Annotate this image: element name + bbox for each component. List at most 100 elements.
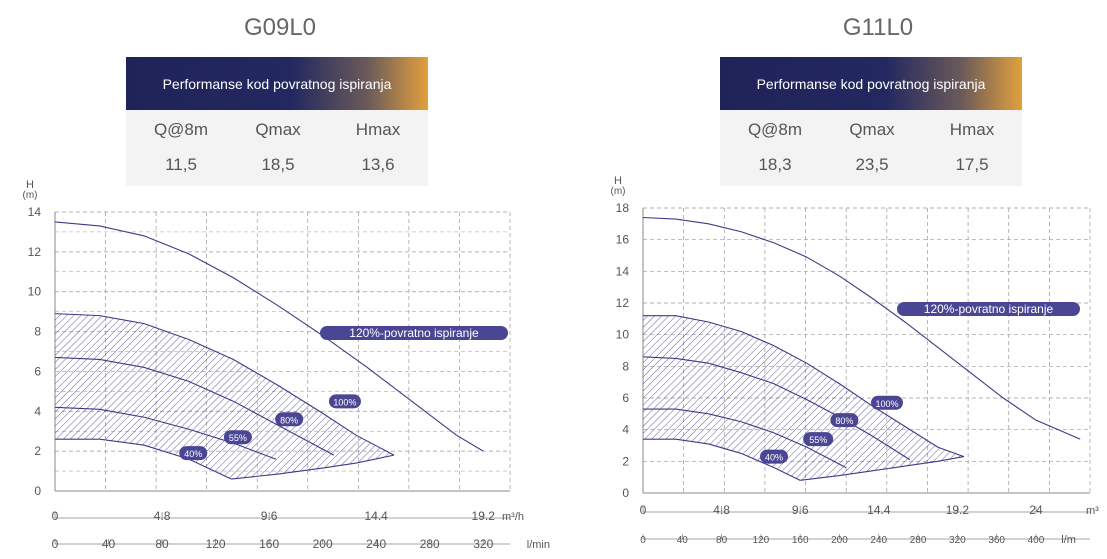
operating-area xyxy=(55,313,395,480)
m3h-tick-label: 14.4 xyxy=(867,503,891,517)
m3h-unit: m³ xyxy=(1086,505,1099,517)
y-tick-label: 2 xyxy=(34,444,41,458)
series-label-100-text: 100% xyxy=(333,397,356,407)
pump-curve-chart: 0 2 4 6 8 10 12 14 H(m) 0 4.8 9.6 14.4 19.2 m³/h 0 40 80 1… xyxy=(23,179,550,551)
series-label-80-bg xyxy=(275,412,304,427)
lmin-tick-label: 320 xyxy=(473,537,493,551)
y-tick-label: 10 xyxy=(28,285,42,299)
y-tick-label: 16 xyxy=(616,233,630,247)
series-label-80-bg xyxy=(830,413,859,428)
series-line-55- xyxy=(54,406,277,460)
lmin-unit: l/m xyxy=(1061,534,1076,546)
value-q8m: 18,3 xyxy=(758,155,792,174)
performance-table: Q@8m Qmax Hmax 11,5 18,5 13,6 xyxy=(126,110,428,186)
y-tick-label: 4 xyxy=(34,404,41,418)
series-label-80: 80% xyxy=(830,413,859,428)
series-label-120-bg xyxy=(320,326,508,340)
lmin-tick-label: 0 xyxy=(52,537,59,551)
series-label-40-text: 40% xyxy=(184,449,202,459)
m3h-tick-label: 19.2 xyxy=(472,509,496,523)
series-label-55: 55% xyxy=(223,430,252,445)
y-tick-label: 12 xyxy=(616,296,630,310)
lmin-tick-label: 280 xyxy=(420,537,440,551)
m3h-tick-label: 14.4 xyxy=(364,509,388,523)
label-hmax: Hmax xyxy=(355,120,401,139)
series-line-120-povratno-ispiranje xyxy=(642,216,1081,440)
series-label-40: 40% xyxy=(759,449,788,464)
y-tick-label: 6 xyxy=(34,364,41,378)
value-qmax: 23,5 xyxy=(855,155,889,174)
series-label-100-bg xyxy=(870,395,903,410)
series-label-100: 100% xyxy=(328,394,361,409)
series-label-80: 80% xyxy=(275,412,304,427)
series-label-120-text: 120%-povratno ispiranje xyxy=(349,326,479,340)
value-q8m: 11,5 xyxy=(165,155,197,174)
y-tick-label: 14 xyxy=(616,264,630,278)
lmin-tick-label: 400 xyxy=(1028,535,1045,546)
series-line-100- xyxy=(54,313,395,456)
panel-g11l0: G11L0 Performanse kod povratnog ispiranj… xyxy=(560,0,1107,559)
series-label-100: 100% xyxy=(870,395,903,410)
m3h-tick-label: 4.8 xyxy=(154,509,171,523)
lmin-unit: l/min xyxy=(527,539,550,551)
m3h-tick-label: 9.6 xyxy=(792,503,809,517)
series-line-min xyxy=(800,456,965,481)
lmin-tick-label: 40 xyxy=(677,535,689,546)
series-line-80- xyxy=(54,356,335,456)
m3h-tick-label: 0 xyxy=(52,509,59,523)
lmin-tick-label: 200 xyxy=(313,537,333,551)
series-line-40- xyxy=(643,438,801,481)
series-line-120-povratno-ispiranje xyxy=(54,221,484,452)
lmin-tick-label: 320 xyxy=(949,535,966,546)
y-axis-label: H xyxy=(26,179,34,191)
y-tick-label: 0 xyxy=(622,486,629,500)
lmin-tick-label: 240 xyxy=(870,535,887,546)
y-tick-label: 8 xyxy=(622,359,629,373)
lmin-tick-label: 120 xyxy=(753,535,770,546)
series-label-100-text: 100% xyxy=(875,399,898,409)
series-line-min xyxy=(231,454,395,480)
model-title: G09L0 xyxy=(243,14,317,41)
series-line-80- xyxy=(642,356,911,461)
series-label-120-text: 120%-povratno ispiranje xyxy=(924,302,1054,316)
series-label-120: 120%-povratno ispiranje xyxy=(897,302,1080,316)
series-label-120-bg xyxy=(897,302,1080,316)
lmin-tick-label: 160 xyxy=(259,537,279,551)
value-hmax: 17,5 xyxy=(955,155,989,174)
series-label-55-bg xyxy=(803,432,834,447)
series-label-100-bg xyxy=(328,394,361,409)
y-tick-label: 0 xyxy=(34,484,41,498)
y-axis-unit: (m) xyxy=(611,186,626,197)
lmin-tick-label: 0 xyxy=(640,535,646,546)
lmin-tick-label: 80 xyxy=(155,537,169,551)
m3h-tick-label: 9.6 xyxy=(261,509,278,523)
m3h-tick-label: 24 xyxy=(1029,503,1043,517)
label-qmax: Qmax xyxy=(849,120,895,139)
series-label-40-bg xyxy=(179,446,208,461)
y-tick-label: 6 xyxy=(622,391,629,405)
performance-table: Q@8m Qmax Hmax 18,3 23,5 17,5 xyxy=(720,110,1022,186)
lmin-tick-label: 120 xyxy=(206,537,226,551)
y-axis-unit: (m) xyxy=(23,190,38,201)
lmin-tick-label: 240 xyxy=(366,537,386,551)
model-title: G11L0 xyxy=(842,14,914,41)
value-hmax: 13,6 xyxy=(361,155,395,174)
m3h-tick-label: 4.8 xyxy=(713,503,730,517)
series-label-55-text: 55% xyxy=(229,433,247,443)
series-label-40-text: 40% xyxy=(765,453,783,463)
lmin-tick-label: 40 xyxy=(102,537,116,551)
lmin-tick-label: 360 xyxy=(988,535,1005,546)
series-label-55: 55% xyxy=(803,432,834,447)
y-tick-label: 14 xyxy=(28,205,42,219)
m3h-tick-label: 0 xyxy=(640,503,647,517)
series-line-40- xyxy=(55,438,232,480)
label-q8m: Q@8m xyxy=(747,120,803,139)
label-hmax: Hmax xyxy=(949,120,995,139)
panel-g09l0: G09L0 Performanse kod povratnog ispiranj… xyxy=(0,0,550,559)
series-line-100- xyxy=(643,315,965,458)
m3h-tick-label: 19.2 xyxy=(946,503,970,517)
series-label-55-bg xyxy=(223,430,252,445)
label-qmax: Qmax xyxy=(255,120,301,139)
label-q8m: Q@8m xyxy=(153,120,209,139)
y-axis-label: H xyxy=(614,175,622,187)
